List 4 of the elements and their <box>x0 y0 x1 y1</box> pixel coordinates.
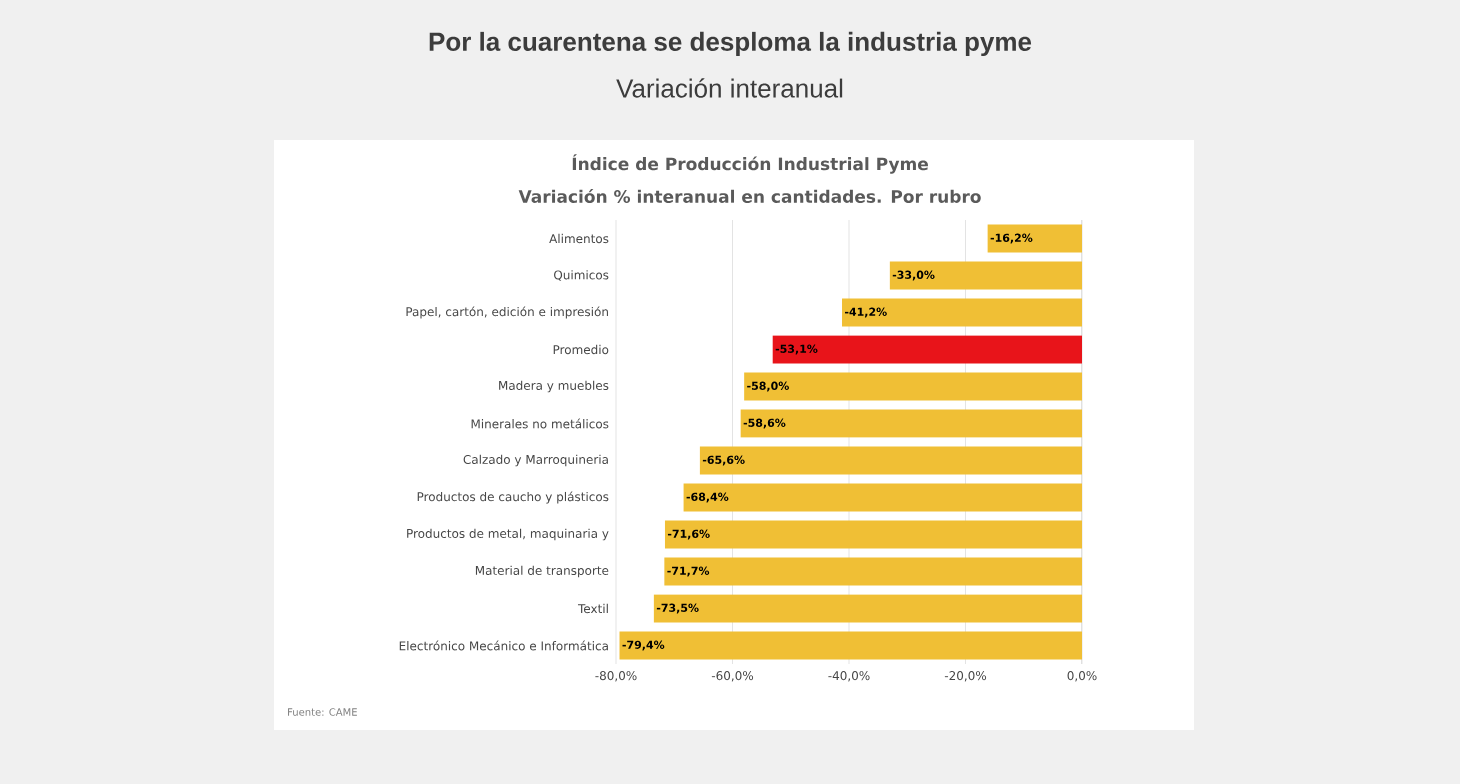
chart-title: Por la cuarentena se desploma la industria pyme <box>429 31 1032 57</box>
text: Variación % interanual en cantidades. Por rubro <box>518 189 981 203</box>
chart-subtitle: Variación interanual <box>616 78 843 98</box>
text: Índice de Producción Industrial Pyme <box>572 154 928 174</box>
